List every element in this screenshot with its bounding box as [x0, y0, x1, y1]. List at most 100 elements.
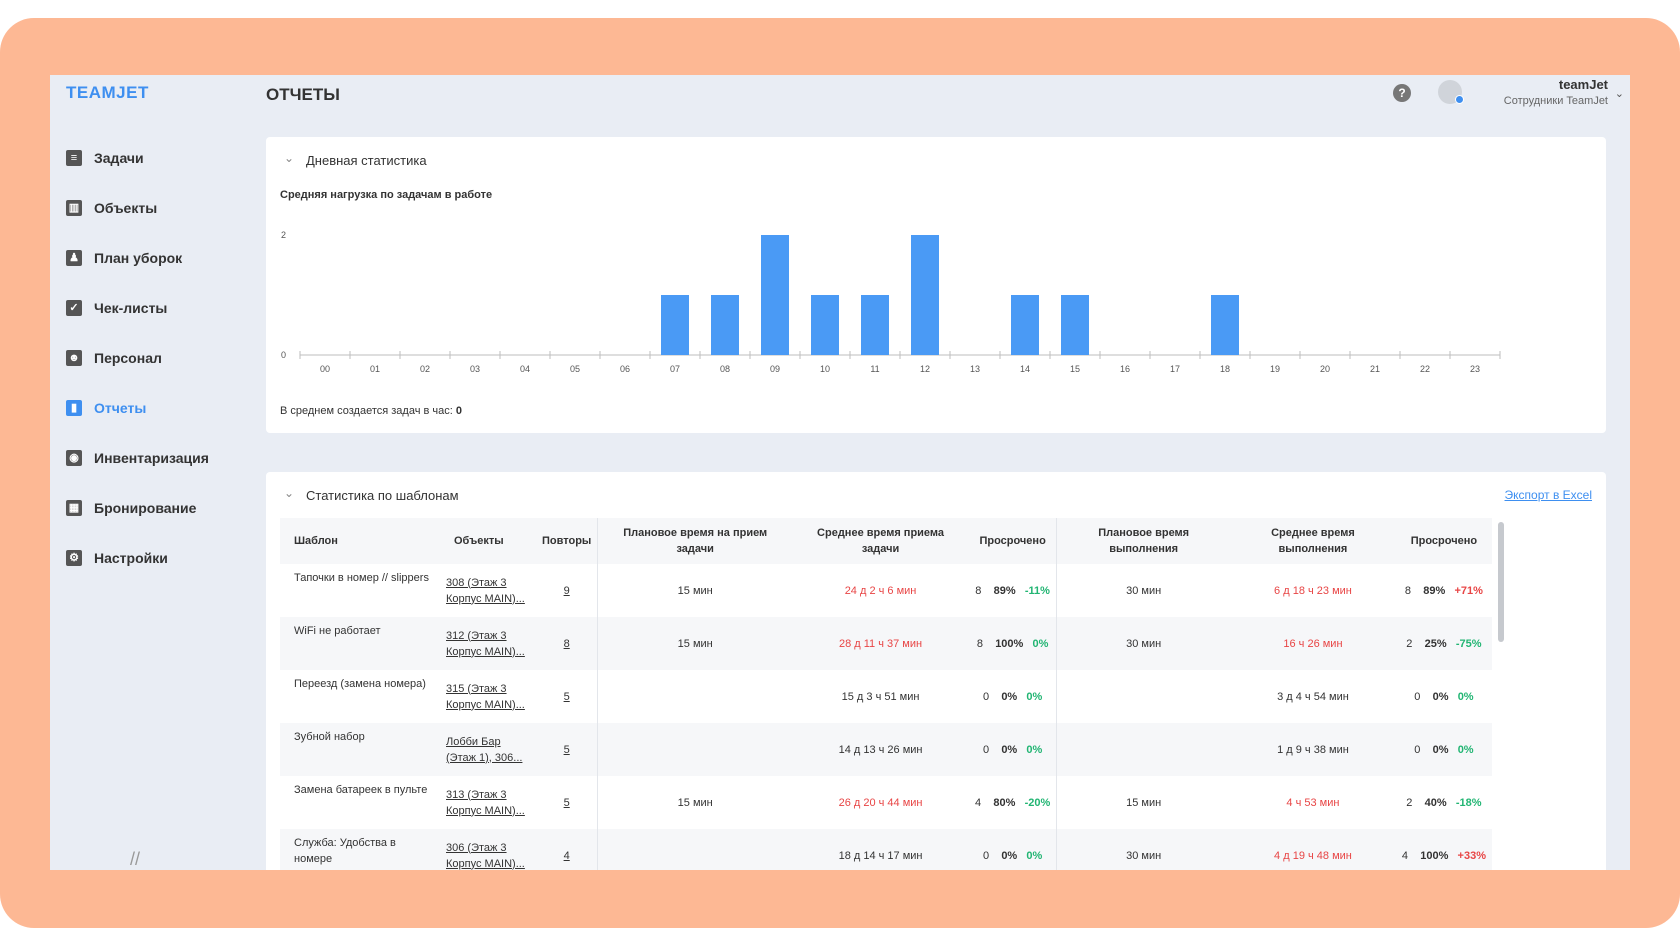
table-row[interactable]: Служба: Удобства в номере 306 (Этаж 3 Кор… [280, 829, 1492, 870]
export-excel-link[interactable]: Экспорт в Excel [1504, 488, 1592, 502]
repeats-cell: 9 [536, 564, 598, 617]
objects-cell: 306 (Этаж 3 Корпус MAIN)... [440, 829, 536, 870]
avatar[interactable] [1438, 80, 1464, 104]
repeats-link[interactable]: 9 [563, 584, 570, 597]
repeats-link[interactable]: 5 [563, 743, 570, 756]
plan-exec-cell: 30 мин [1056, 564, 1231, 617]
overdue-exec-cell: 2 40% -18% [1396, 776, 1492, 829]
sidebar-item-cleaning-plan[interactable]: ♟ План уборок [66, 233, 209, 283]
table-row[interactable]: Замена батареек в пульте 313 (Этаж 3 Корп… [280, 776, 1492, 829]
sidebar-item-staff[interactable]: ☻ Персонал [66, 333, 209, 383]
overdue-delta: 0% [1457, 743, 1474, 756]
avg-accept-cell: 28 д 11 ч 37 мин [792, 617, 969, 670]
chevron-down-icon[interactable]: ⌄ [284, 151, 295, 165]
sidebar-item-reports[interactable]: ▮ Отчеты [66, 383, 209, 433]
overdue-percent: 89% [1423, 584, 1446, 597]
sidebar-item-label: План уборок [94, 250, 183, 266]
x-tick-label: 17 [1170, 364, 1180, 374]
table-scrollbar[interactable] [1498, 522, 1504, 642]
help-icon[interactable]: ? [1393, 84, 1411, 102]
bar-hour-15 [1061, 295, 1089, 355]
column-header[interactable]: Просрочено [969, 518, 1057, 564]
repeats-link[interactable]: 5 [563, 690, 570, 703]
repeats-link[interactable]: 4 [563, 849, 570, 862]
y-tick-label: 0 [281, 350, 286, 360]
overdue-accept-cell: 8 100% 0% [969, 617, 1057, 670]
x-tick-label: 15 [1070, 364, 1080, 374]
x-tick-label: 19 [1270, 364, 1280, 374]
collapse-sidebar-icon[interactable]: // [130, 849, 141, 869]
column-header[interactable]: Среднее время выполнения [1230, 518, 1396, 564]
table-row[interactable]: Зубной набор Лобби Бар (Этаж 1), 306... 5 1… [280, 723, 1492, 776]
table-row[interactable]: Переезд (замена номера) 315 (Этаж 3 Корпу… [280, 670, 1492, 723]
chevron-down-icon[interactable]: ⌄ [284, 486, 295, 500]
x-tick-label: 09 [770, 364, 780, 374]
overdue-exec-cell: 2 25% -75% [1395, 617, 1492, 670]
table-body: Тапочки в номер // slippers 308 (Этаж 3 К… [280, 564, 1492, 870]
x-tick-label: 10 [820, 364, 830, 374]
column-header[interactable]: Просрочено [1395, 518, 1492, 564]
overdue-count: 0 [1414, 743, 1421, 756]
overdue-percent: 100% [1420, 849, 1449, 862]
objects-link[interactable]: 313 (Этаж 3 Корпус MAIN)... [446, 788, 525, 817]
x-tick-label: 05 [570, 364, 580, 374]
objects-link[interactable]: 306 (Этаж 3 Корпус MAIN)... [446, 841, 525, 870]
avg-exec-time: 3 д 4 ч 54 мин [1277, 690, 1349, 703]
x-tick-label: 18 [1220, 364, 1230, 374]
column-header[interactable]: Плановое время на прием задачи [597, 518, 793, 564]
avg-exec-time: 4 ч 53 мин [1286, 796, 1340, 809]
overdue-exec-cell: 0 0% 0% [1395, 723, 1492, 776]
avg-accept-time: 26 д 20 ч 44 мин [838, 796, 923, 809]
repeats-link[interactable]: 5 [563, 796, 570, 809]
column-header[interactable]: Объекты [440, 518, 536, 564]
x-tick-label: 11 [870, 364, 879, 374]
objects-link[interactable]: 308 (Этаж 3 Корпус MAIN)... [446, 576, 525, 605]
overdue-count: 0 [1414, 690, 1421, 703]
objects-link[interactable]: Лобби Бар (Этаж 1), 306... [446, 735, 523, 764]
chevron-down-icon[interactable]: ⌄ [1614, 88, 1624, 100]
bar-hour-11 [861, 295, 889, 355]
user-name[interactable]: teamJet [1558, 77, 1608, 92]
avg-exec-cell: 4 д 19 ч 48 мин [1230, 829, 1396, 870]
sidebar-item-inventory[interactable]: ◉ Инвентаризация [66, 433, 209, 483]
app-logo[interactable]: TEAMJET [66, 83, 149, 102]
table-row[interactable]: WiFi не работает 312 (Этаж 3 Корпус MAIN)… [280, 617, 1492, 670]
objects-cell: 312 (Этаж 3 Корпус MAIN)... [440, 617, 536, 670]
plan-exec-time: 30 мин [1126, 849, 1162, 862]
avg-exec-time: 6 д 18 ч 23 мин [1274, 584, 1352, 597]
templates-stats-title[interactable]: Статистика по шаблонам [306, 488, 459, 503]
daily-stats-title[interactable]: Дневная статистика [306, 153, 427, 168]
sidebar-item-objects[interactable]: ▥ Объекты [66, 183, 209, 233]
sidebar-item-settings[interactable]: ⚙ Настройки [66, 533, 209, 583]
table-row[interactable]: Тапочки в номер // slippers 308 (Этаж 3 К… [280, 564, 1492, 617]
sidebar-item-booking[interactable]: ▦ Бронирование [66, 483, 209, 533]
template-name-cell: Тапочки в номер // slippers [280, 564, 440, 617]
templates-table: Шаблон Объекты Повторы Плановое время на пр… [280, 518, 1492, 870]
bar-hour-14 [1011, 295, 1039, 355]
objects-link[interactable]: 315 (Этаж 3 Корпус MAIN)... [446, 682, 525, 711]
bar-hour-12 [911, 235, 939, 355]
avg-tasks-label: В среднем создается задач в час: [280, 405, 453, 417]
sidebar-item-label: Настройки [94, 550, 168, 566]
avg-exec-cell: 16 ч 26 мин [1230, 617, 1396, 670]
inventory-icon: ◉ [66, 450, 82, 466]
overdue-accept-cell: 0 0% 0% [969, 829, 1057, 870]
booking-icon: ▦ [66, 500, 82, 516]
user-role: Сотрудники TeamJet [1503, 95, 1608, 107]
x-tick-label: 08 [720, 364, 730, 374]
sidebar-item-checklist[interactable]: ✓ Чек-листы [66, 283, 209, 333]
column-header[interactable]: Повторы [536, 518, 598, 564]
column-header[interactable]: Среднее время приема задачи [792, 518, 969, 564]
avg-accept-cell: 26 д 20 ч 44 мин [792, 776, 969, 829]
overdue-delta: 0% [1457, 690, 1474, 703]
overdue-percent: 40% [1424, 796, 1447, 809]
column-header[interactable]: Плановое время выполнения [1056, 518, 1231, 564]
overdue-percent: 0% [1001, 690, 1018, 703]
column-header[interactable]: Шаблон [280, 518, 440, 564]
objects-link[interactable]: 312 (Этаж 3 Корпус MAIN)... [446, 629, 525, 658]
repeats-link[interactable]: 8 [563, 637, 570, 650]
overdue-delta: 0% [1026, 849, 1043, 862]
template-name: Замена батареек в пульте [294, 784, 428, 796]
overdue-delta: 0% [1026, 690, 1043, 703]
sidebar-item-tasks[interactable]: ≡ Задачи [66, 133, 209, 183]
